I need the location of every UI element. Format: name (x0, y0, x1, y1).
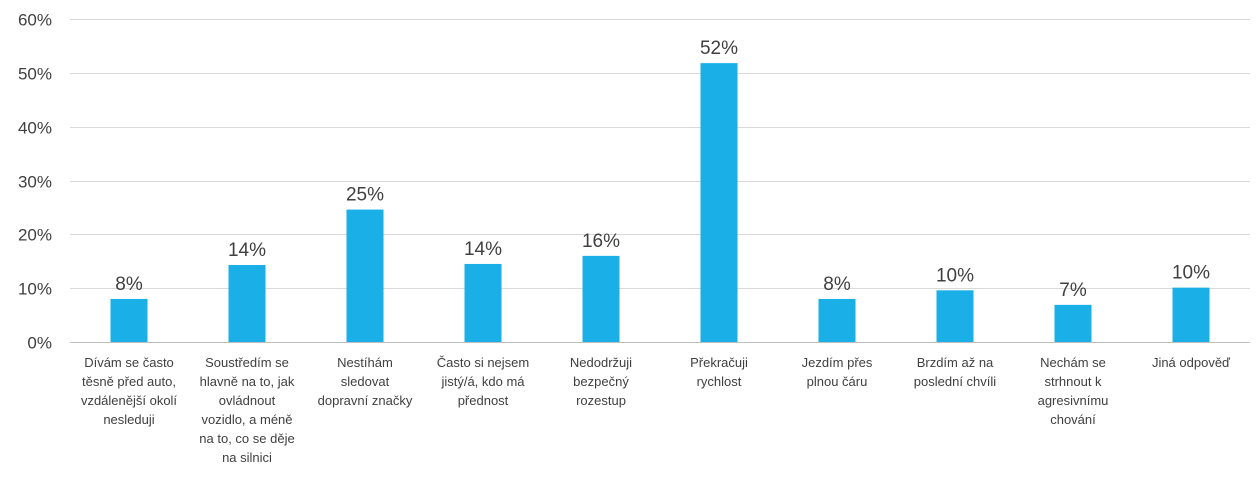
x-category-label: Nestíhám sledovat dopravní značky (317, 355, 413, 408)
y-tick-label: 60% (18, 11, 52, 30)
data-label: 14% (464, 239, 502, 260)
y-tick-label: 10% (18, 280, 52, 299)
data-label: 14% (228, 240, 266, 261)
data-label: 7% (1059, 280, 1087, 301)
bar (818, 298, 856, 342)
x-category-label: Brzdím až na poslední chvíli (913, 355, 997, 389)
y-tick-label: 0% (27, 334, 52, 353)
bar (228, 265, 266, 342)
data-label: 10% (1172, 263, 1210, 284)
bar (700, 63, 738, 342)
x-category-label: Nedodržuji bezpečný rozestup (569, 355, 633, 408)
y-tick-label: 40% (18, 119, 52, 138)
data-label: 52% (700, 38, 738, 59)
bar (1054, 304, 1092, 342)
x-category-label: Soustředím se hlavně na to, jak ovládnou… (199, 355, 295, 465)
bar (346, 209, 384, 342)
x-category-label: Dívám se často těsně před auto, vzdáleně… (80, 355, 178, 427)
data-label: 8% (115, 274, 143, 295)
x-category-label: Nechám se strhnout k agresivnímu chování (1037, 355, 1109, 427)
data-label: 16% (582, 231, 620, 252)
bar (582, 255, 620, 342)
data-label: 10% (936, 265, 974, 286)
bar (110, 298, 148, 342)
bar (1172, 287, 1210, 342)
y-tick-label: 50% (18, 65, 52, 84)
y-tick-label: 30% (18, 173, 52, 192)
x-category-label: Jiná odpověď (1151, 355, 1231, 370)
data-label: 8% (823, 274, 851, 295)
x-category-label: Často si nejsem jistý/á, kdo má přednost (436, 355, 530, 408)
y-tick-label: 20% (18, 226, 52, 245)
x-category-label: Jezdím přes plnou čáru (801, 355, 873, 389)
bar (936, 290, 974, 342)
data-label: 25% (346, 185, 384, 206)
bar (464, 263, 502, 342)
x-category-label: Překračuji rychlost (690, 355, 748, 389)
